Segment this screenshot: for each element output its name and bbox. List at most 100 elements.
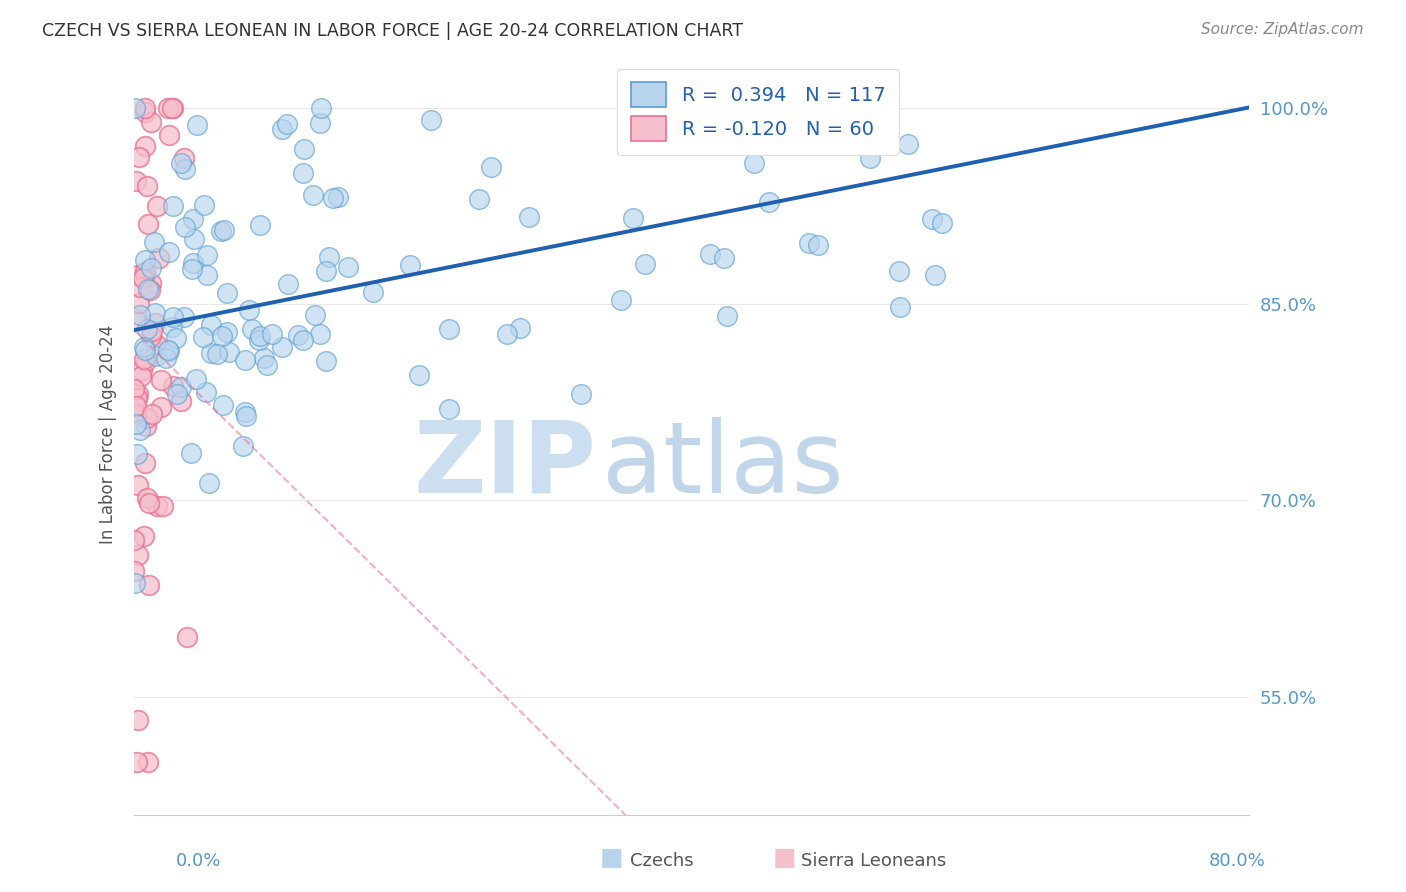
Point: [157, 244, 180, 259]
Point: [193, 198, 215, 212]
Point: [439, 322, 461, 336]
Point: [157, 343, 180, 358]
Point: [215, 325, 238, 339]
Point: [138, 578, 160, 592]
Point: [887, 264, 910, 278]
Point: [127, 477, 149, 491]
Point: [134, 252, 156, 267]
Point: [136, 282, 159, 296]
Point: [215, 285, 238, 300]
Point: [132, 271, 155, 285]
Point: [233, 405, 256, 419]
Point: [129, 368, 152, 383]
Point: [209, 224, 232, 238]
Text: atlas: atlas: [602, 417, 844, 514]
Point: [160, 101, 183, 115]
Point: [859, 151, 882, 165]
Point: [195, 268, 218, 282]
Point: [634, 256, 657, 270]
Point: [249, 218, 271, 232]
Point: [134, 343, 156, 358]
Point: [162, 379, 184, 393]
Point: [247, 333, 270, 347]
Point: [304, 308, 326, 322]
Point: [134, 268, 156, 283]
Point: [143, 306, 166, 320]
Point: [124, 311, 146, 326]
Point: [318, 250, 340, 264]
Point: [142, 235, 165, 250]
Point: [758, 194, 780, 209]
Point: [124, 564, 146, 578]
Point: [467, 192, 489, 206]
Point: [713, 252, 735, 266]
Point: [136, 410, 159, 425]
Point: [141, 407, 163, 421]
Point: [408, 368, 430, 382]
Point: [128, 309, 150, 323]
Point: [571, 386, 593, 401]
Point: [124, 417, 146, 431]
Point: [134, 529, 156, 543]
Text: ZIP: ZIP: [413, 417, 596, 514]
Point: [173, 162, 195, 177]
Point: [162, 101, 184, 115]
Point: [125, 173, 148, 187]
Point: [139, 329, 162, 343]
Point: [128, 296, 150, 310]
Point: [260, 327, 283, 342]
Point: [797, 235, 820, 250]
Point: [136, 178, 159, 193]
Point: [889, 300, 911, 314]
Point: [127, 391, 149, 405]
Point: [139, 283, 162, 297]
Point: [291, 166, 314, 180]
Point: [256, 358, 278, 372]
Point: [127, 713, 149, 727]
Text: Source: ZipAtlas.com: Source: ZipAtlas.com: [1201, 22, 1364, 37]
Point: [181, 212, 204, 227]
Point: [170, 393, 193, 408]
Point: [309, 116, 332, 130]
Point: [200, 346, 222, 360]
Text: ■: ■: [773, 846, 796, 870]
Point: [205, 347, 228, 361]
Point: [170, 155, 193, 169]
Point: [162, 310, 184, 324]
Point: [287, 328, 309, 343]
Point: [398, 258, 420, 272]
Point: [165, 331, 187, 345]
Point: [124, 533, 146, 547]
Point: [496, 327, 519, 342]
Point: [131, 362, 153, 376]
Point: [173, 151, 195, 165]
Y-axis label: In Labor Force | Age 20-24: In Labor Force | Age 20-24: [100, 326, 117, 544]
Point: [145, 336, 167, 351]
Point: [233, 353, 256, 368]
Point: [218, 344, 240, 359]
Point: [253, 351, 276, 365]
Point: [173, 310, 195, 325]
Point: [146, 499, 169, 513]
Point: [181, 256, 204, 270]
Point: [181, 262, 204, 277]
Point: [276, 117, 298, 131]
Point: [157, 128, 180, 143]
Point: [124, 399, 146, 413]
Point: [122, 382, 145, 396]
Point: [134, 340, 156, 354]
Point: [856, 120, 879, 135]
Point: [211, 328, 233, 343]
Point: [125, 447, 148, 461]
Point: [170, 380, 193, 394]
Point: [200, 318, 222, 332]
Point: [136, 755, 159, 769]
Point: [139, 261, 162, 276]
Point: [897, 136, 920, 151]
Point: [183, 232, 205, 246]
Point: [173, 220, 195, 235]
Point: [742, 156, 765, 170]
Point: [931, 216, 953, 230]
Point: [232, 439, 254, 453]
Point: [155, 351, 177, 365]
